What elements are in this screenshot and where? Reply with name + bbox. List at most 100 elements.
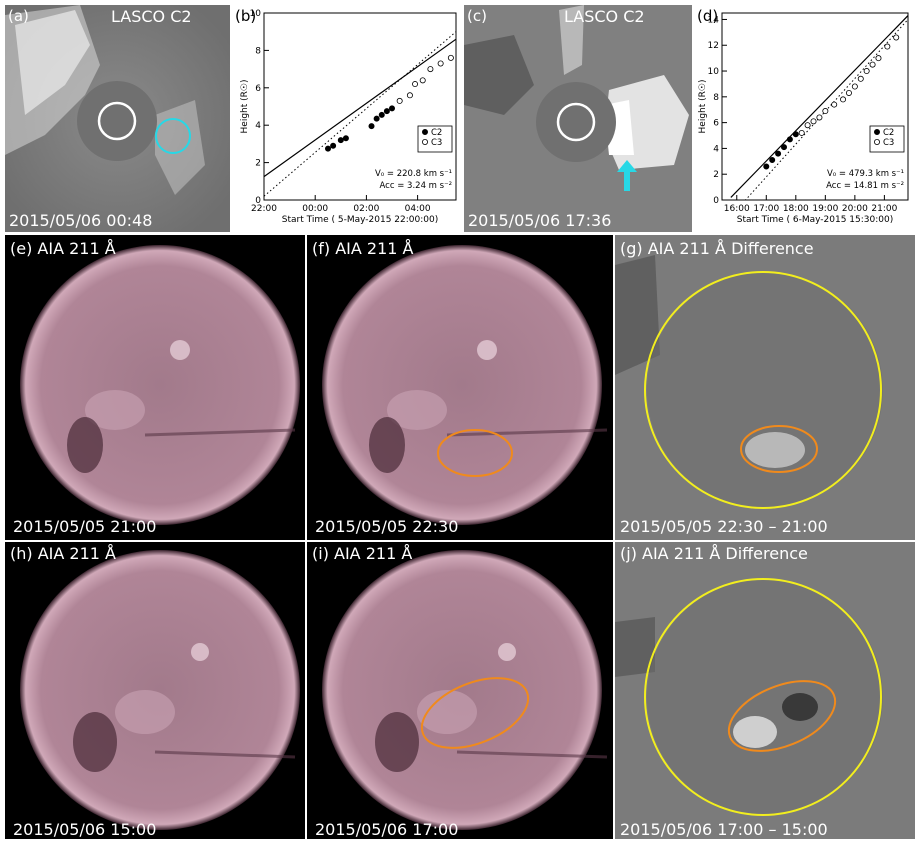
y-tick-label: 2 [255, 159, 261, 169]
difference-image-g [615, 235, 915, 540]
c2-point [368, 123, 375, 130]
c2-point [775, 150, 782, 157]
c3-point [447, 54, 454, 61]
y-axis-label: Height (R☉) [240, 80, 250, 134]
x-tick-label: 19:00 [812, 204, 838, 214]
aia-image-f [322, 245, 608, 525]
panel-label-h: (h) AIA 211 Å [10, 544, 116, 563]
x-tick-label: 21:00 [871, 204, 897, 214]
timestamp-e: 2015/05/05 21:00 [13, 517, 157, 536]
x-tick-label: 18:00 [783, 204, 809, 214]
x-tick-label: 02:00 [353, 204, 379, 214]
y-tick-label: 2 [713, 170, 719, 180]
c2-point [388, 105, 395, 112]
panel-label-c: (c) [467, 7, 487, 25]
c2-point [383, 108, 390, 115]
c2-point [337, 137, 344, 144]
legend-marker [873, 129, 880, 136]
x-tick-label: 16:00 [724, 204, 750, 214]
aia-image-i [322, 550, 608, 830]
arrow-marker-icon [617, 160, 637, 191]
region-ellipse [437, 429, 513, 477]
limb-circle [644, 578, 882, 816]
c3-point [875, 55, 882, 62]
timestamp-g: 2015/05/05 22:30 – 21:00 [620, 517, 828, 536]
c3-point [831, 101, 838, 108]
fit-line-solid [264, 38, 456, 178]
x-tick-label: 00:00 [302, 204, 328, 214]
x-tick-label: 04:00 [405, 204, 431, 214]
c2-point [373, 115, 380, 122]
fit-velocity-text: V₀ = 479.3 km s⁻¹ [827, 169, 904, 179]
solar-disk [322, 550, 602, 830]
region-ellipse [727, 680, 837, 752]
x-tick-label: 20:00 [842, 204, 868, 214]
plot-area [730, 15, 908, 200]
legend-marker [421, 129, 428, 136]
diff-panel-j: (j) AIA 211 Å Difference 2015/05/06 17:0… [615, 542, 915, 839]
c3-point [893, 34, 900, 41]
sun-outline [556, 102, 596, 142]
c3-point [810, 118, 817, 125]
occulter-disk [536, 82, 616, 162]
timestamp-h: 2015/05/06 15:00 [13, 820, 157, 839]
x-axis-label: Start Time ( 5-May-2015 22:00:00) [282, 215, 438, 225]
y-tick-label: 14 [708, 15, 720, 25]
panel-label-e: (e) AIA 211 Å [10, 239, 116, 258]
instrument-label-a: LASCO C2 [111, 7, 192, 26]
plot-frame [721, 12, 909, 201]
diff-panel-g: (g) AIA 211 Å Difference 2015/05/05 22:3… [615, 235, 915, 540]
timestamp-j: 2015/05/06 17:00 – 15:00 [620, 820, 828, 839]
x-tick-label: 22:00 [251, 204, 277, 214]
y-tick-label: 8 [713, 93, 719, 103]
height-time-chart-d: 0 2 4 6 8 10 12 14 16:00 17:00 18:00 19:00 20:00 21:0… [698, 12, 909, 225]
timestamp-a: 2015/05/06 00:48 [9, 211, 153, 230]
panel-label-j: (j) AIA 211 Å Difference [620, 544, 808, 563]
region-ellipse [420, 677, 530, 749]
y-tick-label: 0 [255, 196, 261, 206]
c2-point [763, 163, 770, 170]
y-tick-label: 12 [708, 41, 719, 51]
c3-point [884, 43, 891, 50]
fit-acceleration-text: Acc = 14.81 m s⁻² [826, 181, 904, 191]
c3-point [822, 108, 829, 115]
plot-frame [263, 12, 457, 201]
c3-point [427, 66, 434, 73]
x-axis-label: Start Time ( 6-May-2015 15:30:00) [737, 215, 893, 225]
c3-point [840, 96, 847, 103]
timestamp-f: 2015/05/05 22:30 [315, 517, 459, 536]
y-tick-label: 4 [255, 121, 261, 131]
c3-point [396, 97, 403, 104]
lasco-image-a [5, 5, 230, 232]
timestamp-i: 2015/05/06 17:00 [315, 820, 459, 839]
plot-area [264, 31, 456, 197]
panel-label-i: (i) AIA 211 Å [312, 544, 413, 563]
aia-panel-e: (e) AIA 211 Å 2015/05/05 21:00 [5, 235, 305, 540]
timestamp-c: 2015/05/06 17:36 [468, 211, 612, 230]
c3-point [851, 83, 858, 90]
lasco-panel-a: (a) LASCO C2 2015/05/06 00:48 [5, 5, 230, 232]
c3-point [798, 129, 805, 136]
difference-image-j [615, 542, 915, 839]
panel-label-a: (a) [8, 7, 29, 25]
solar-disk [20, 245, 300, 525]
legend-label: C3 [883, 138, 894, 148]
y-tick-label: 6 [713, 119, 719, 129]
lasco-image-c [464, 5, 692, 232]
y-tick-label: 6 [255, 84, 261, 94]
c3-point [406, 92, 413, 99]
aia-panel-i: (i) AIA 211 Å 2015/05/06 17:00 [307, 542, 613, 839]
panel-label-d: (d) [697, 7, 719, 25]
y-axis-label: Height (R☉) [698, 80, 708, 134]
y-tick-label: 0 [713, 196, 719, 206]
c2-point [781, 144, 788, 151]
c2-point [325, 145, 332, 152]
sun-outline [97, 101, 137, 141]
c3-point [857, 75, 864, 82]
aia-image-h [20, 550, 300, 830]
plot-panel-b: 0 2 4 6 8 10 22:00 00:00 02:00 04:00 Start Time ( … [232, 5, 462, 232]
aia-panel-h: (h) AIA 211 Å 2015/05/06 15:00 [5, 542, 305, 839]
fit-acceleration-text: Acc = 3.24 m s⁻² [380, 181, 452, 191]
c3-point [437, 60, 444, 67]
